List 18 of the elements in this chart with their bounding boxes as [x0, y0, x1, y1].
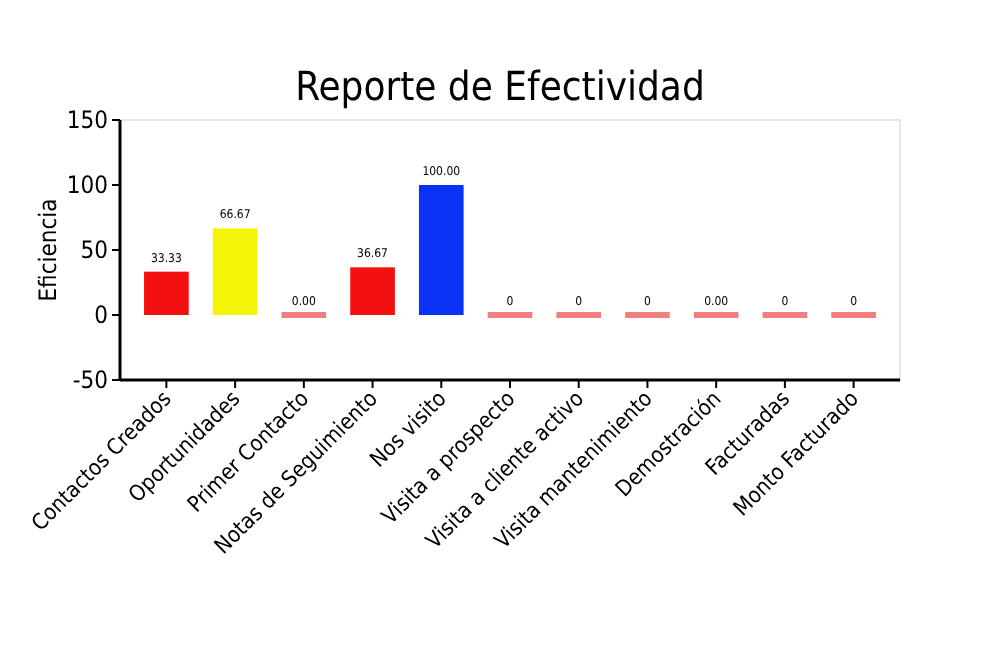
bar	[212, 228, 258, 315]
bar	[350, 267, 395, 315]
y-tick-label: -50	[72, 366, 109, 394]
bar	[762, 312, 808, 318]
y-tick-label: 100	[66, 171, 109, 199]
y-axis-title: Eficiencia	[34, 198, 62, 302]
bar	[693, 312, 739, 318]
chart-title: Reporte de Efectividad	[295, 62, 705, 110]
y-tick-label: 0	[94, 301, 109, 329]
bar	[281, 312, 327, 318]
bar	[556, 312, 602, 318]
bar	[144, 271, 189, 315]
bar	[625, 312, 670, 318]
bar	[418, 185, 464, 315]
bar	[831, 312, 876, 318]
bar	[487, 312, 533, 318]
y-tick-label: 150	[66, 106, 109, 134]
y-tick-label: 50	[80, 236, 109, 264]
